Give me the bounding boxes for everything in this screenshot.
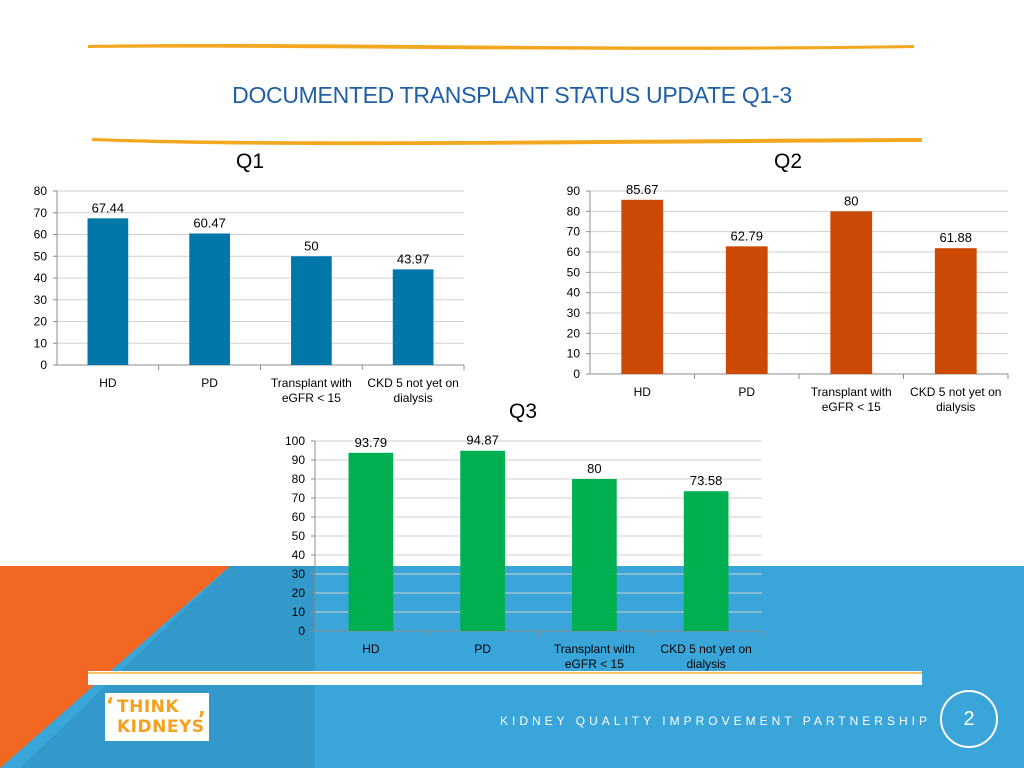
chart-q3-value-label: 80 (587, 461, 601, 476)
chart-q1-bar (392, 269, 434, 365)
chart-q1-ytick-label: 70 (34, 206, 48, 220)
chart-q1-ytick-label: 30 (34, 293, 48, 307)
chart-q2-ytick-label: 10 (567, 347, 581, 361)
page-number: 2 (940, 690, 998, 748)
chart-q3-ytick-label: 50 (292, 529, 306, 543)
chart-q2-category-label: Transplant with eGFR < 15 (811, 385, 892, 414)
chart-q1-category-label: PD (201, 376, 218, 390)
chart-q1-ytick-label: 10 (34, 336, 48, 350)
chart-q3-value-label: 73.58 (690, 473, 723, 488)
chart-q3-value-label: 94.87 (466, 433, 499, 448)
chart-q3-ytick-label: 10 (292, 605, 306, 619)
chart-q1-ytick-label: 0 (40, 358, 47, 372)
chart-q3-ytick-label: 90 (292, 453, 306, 467)
chart-q2-ytick-label: 50 (567, 265, 581, 279)
chart-q3-ytick-label: 40 (292, 548, 306, 562)
chart-q1-ytick-label: 20 (34, 315, 48, 329)
chart-q2-ytick-label: 30 (567, 306, 581, 320)
chart-q3-category-label: CKD 5 not yet on dialysis (660, 642, 751, 671)
chart-q1-value-label: 43.97 (397, 251, 430, 266)
chart-q2-ytick-label: 0 (573, 367, 580, 381)
chart-q2-bar (934, 248, 977, 374)
chart-q2-category-label: CKD 5 not yet on dialysis (910, 385, 1001, 414)
chart-q3-ytick-label: 70 (292, 491, 306, 505)
chart-q1-value-label: 60.47 (193, 215, 226, 230)
chart-q2-category-label: HD (634, 385, 652, 399)
chart-q1-bar (189, 233, 230, 365)
chart-q2-ytick-label: 90 (567, 184, 581, 198)
chart-q3-category-label: PD (474, 642, 491, 656)
chart-q1-value-label: 50 (304, 238, 318, 253)
chart-q2-bar (621, 199, 664, 374)
chart-q2-ytick-label: 60 (567, 245, 581, 259)
logo-line-1: THINK (117, 697, 180, 717)
chart-q2-bar (830, 211, 873, 374)
chart-q3-ytick-label: 80 (292, 472, 306, 486)
chart-q1-value-label: 67.44 (92, 200, 125, 215)
chart-q3-bar (572, 479, 617, 631)
orange-band (0, 566, 230, 768)
chart-q2-ytick-label: 20 (567, 326, 581, 340)
logo-close-quote-icon: ’ (198, 707, 206, 731)
slide-title: DOCUMENTED TRANSPLANT STATUS UPDATE Q1-3 (232, 82, 792, 108)
chart-q3-bar (683, 491, 729, 631)
chart-q3-category-label: HD (362, 642, 380, 656)
chart-q3-ytick-label: 100 (285, 434, 305, 448)
chart-q3-ytick-label: 30 (292, 567, 306, 581)
chart-q1-bar (291, 256, 332, 365)
chart-q1-bar (87, 218, 129, 365)
chart-q1-ytick-label: 60 (34, 228, 48, 242)
logo-line-2: KIDNEYS (117, 717, 205, 737)
chart-q2-ytick-label: 40 (567, 286, 581, 300)
chart-q2-category-label: PD (738, 385, 755, 399)
footer-white-strip (88, 671, 922, 685)
chart-q1-ytick-label: 50 (34, 249, 48, 263)
footer-partnership-text: KIDNEY QUALITY IMPROVEMENT PARTNERSHIP (500, 714, 931, 728)
chart-q3-category-label: Transplant with eGFR < 15 (554, 642, 635, 671)
title-underline-brush (92, 138, 922, 146)
chart-q1-title: Q1 (236, 150, 264, 173)
band-shadow (20, 566, 315, 768)
think-kidneys-logo: ‘ THINK KIDNEYS ’ (105, 693, 209, 741)
chart-q2-value-label: 85.67 (626, 182, 659, 197)
chart-q1-ytick-label: 80 (34, 184, 48, 198)
chart-q3-ytick-label: 0 (298, 624, 305, 638)
chart-q3-title: Q3 (509, 400, 537, 423)
chart-q2-ytick-label: 80 (567, 204, 581, 218)
chart-q3-bar (460, 450, 505, 631)
chart-q3-value-label: 93.79 (355, 435, 388, 450)
chart-q2-bar (725, 246, 768, 374)
chart-q1-category-label: HD (99, 376, 117, 390)
chart-q2-title: Q2 (774, 150, 802, 173)
chart-q3-ytick-label: 60 (292, 510, 306, 524)
chart-q2-value-label: 61.88 (939, 230, 972, 245)
footer-brush-line (88, 672, 922, 674)
chart-q1-ytick-label: 40 (34, 271, 48, 285)
top-brush-stroke (88, 43, 914, 50)
chart-q2-value-label: 80 (844, 193, 858, 208)
chart-q3-ytick-label: 20 (292, 586, 306, 600)
chart-q1-category-label: CKD 5 not yet on dialysis (367, 376, 458, 405)
chart-q2-value-label: 62.79 (730, 228, 763, 243)
chart-q1-category-label: Transplant with eGFR < 15 (271, 376, 352, 405)
chart-q3-bar (348, 452, 394, 631)
chart-q2-ytick-label: 70 (567, 225, 581, 239)
logo-open-quote-icon: ‘ (106, 693, 114, 717)
